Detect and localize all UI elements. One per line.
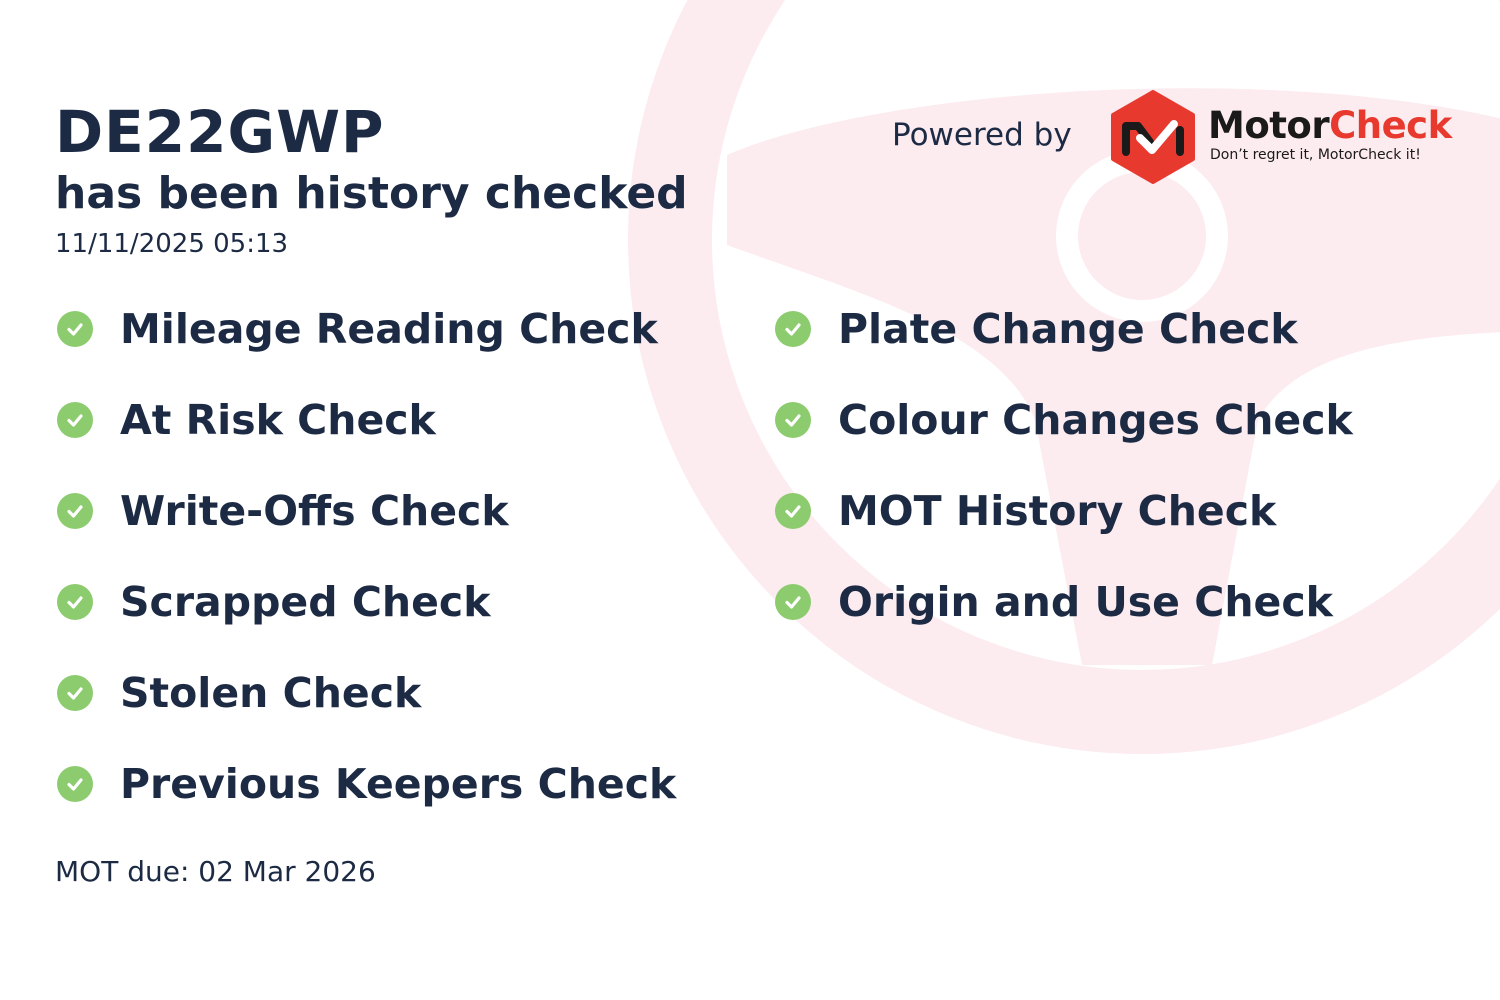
mot-due-date: MOT due: 02 Mar 2026 <box>55 855 376 888</box>
check-label: Origin and Use Check <box>838 578 1333 626</box>
motorcheck-logo-icon <box>1111 90 1195 184</box>
check-item: Write-Offs Check <box>57 487 509 535</box>
check-item: At Risk Check <box>57 396 436 444</box>
check-item: Mileage Reading Check <box>57 305 658 353</box>
check-label: MOT History Check <box>838 487 1277 535</box>
check-circle-icon <box>57 584 93 620</box>
check-item: Scrapped Check <box>57 578 491 626</box>
powered-by-label: Powered by <box>892 117 1072 153</box>
check-label: At Risk Check <box>120 396 436 444</box>
brand-tagline: Don’t regret it, MotorCheck it! <box>1210 147 1421 163</box>
brand-name: MotorCheck <box>1208 104 1452 147</box>
check-circle-icon <box>57 311 93 347</box>
check-circle-icon <box>775 493 811 529</box>
check-timestamp: 11/11/2025 05:13 <box>55 229 289 259</box>
check-item: Origin and Use Check <box>775 578 1333 626</box>
brand-name-part1: Motor <box>1208 104 1330 147</box>
check-circle-icon <box>775 311 811 347</box>
check-item: Plate Change Check <box>775 305 1298 353</box>
check-circle-icon <box>57 766 93 802</box>
check-label: Colour Changes Check <box>838 396 1353 444</box>
check-circle-icon <box>57 675 93 711</box>
check-label: Plate Change Check <box>838 305 1298 353</box>
check-item: Colour Changes Check <box>775 396 1353 444</box>
check-label: Previous Keepers Check <box>120 760 677 808</box>
check-label: Mileage Reading Check <box>120 305 658 353</box>
check-circle-icon <box>57 493 93 529</box>
check-circle-icon <box>57 402 93 438</box>
brand-name-part2: Check <box>1329 104 1452 147</box>
check-label: Scrapped Check <box>120 578 491 626</box>
check-circle-icon <box>775 402 811 438</box>
check-item: Previous Keepers Check <box>57 760 676 808</box>
check-circle-icon <box>775 584 811 620</box>
check-item: MOT History Check <box>775 487 1276 535</box>
check-label: Stolen Check <box>120 669 422 717</box>
check-label: Write-Offs Check <box>120 487 509 535</box>
vehicle-registration: DE22GWP <box>55 98 385 166</box>
check-item: Stolen Check <box>57 669 421 717</box>
page-subtitle: has been history checked <box>55 168 688 219</box>
